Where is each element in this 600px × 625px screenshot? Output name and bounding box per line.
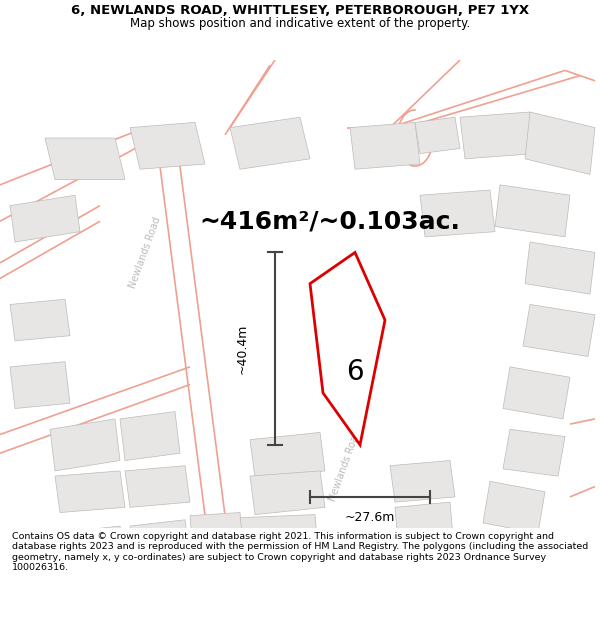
Polygon shape xyxy=(523,304,595,356)
Polygon shape xyxy=(495,185,570,237)
Polygon shape xyxy=(420,190,495,237)
Polygon shape xyxy=(250,432,325,478)
Polygon shape xyxy=(125,466,190,508)
Polygon shape xyxy=(310,253,385,445)
Text: Newlands Road: Newlands Road xyxy=(127,216,163,289)
Text: Contains OS data © Crown copyright and database right 2021. This information is : Contains OS data © Crown copyright and d… xyxy=(12,532,588,572)
Text: 6: 6 xyxy=(346,358,364,386)
Text: ~40.4m: ~40.4m xyxy=(235,324,248,374)
Polygon shape xyxy=(395,502,453,542)
Polygon shape xyxy=(45,138,125,179)
Text: Newlands Road: Newlands Road xyxy=(328,429,362,503)
Polygon shape xyxy=(415,118,460,154)
Polygon shape xyxy=(483,481,545,533)
Polygon shape xyxy=(55,526,125,575)
Polygon shape xyxy=(130,122,205,169)
Text: ~416m²/~0.103ac.: ~416m²/~0.103ac. xyxy=(200,209,460,233)
Text: ~27.6m: ~27.6m xyxy=(345,511,395,524)
Text: 6, NEWLANDS ROAD, WHITTLESEY, PETERBOROUGH, PE7 1YX: 6, NEWLANDS ROAD, WHITTLESEY, PETERBOROU… xyxy=(71,4,529,18)
Polygon shape xyxy=(50,419,120,471)
Polygon shape xyxy=(190,512,243,550)
Polygon shape xyxy=(120,412,180,461)
Polygon shape xyxy=(390,461,455,502)
Polygon shape xyxy=(10,195,80,242)
Polygon shape xyxy=(525,242,595,294)
Polygon shape xyxy=(350,122,420,169)
Polygon shape xyxy=(503,367,570,419)
Polygon shape xyxy=(10,362,70,409)
Polygon shape xyxy=(55,471,125,512)
Polygon shape xyxy=(525,112,595,174)
Polygon shape xyxy=(503,429,565,476)
Polygon shape xyxy=(230,118,310,169)
Polygon shape xyxy=(130,520,190,567)
Polygon shape xyxy=(240,514,318,552)
Polygon shape xyxy=(460,112,535,159)
Polygon shape xyxy=(10,299,70,341)
Text: Map shows position and indicative extent of the property.: Map shows position and indicative extent… xyxy=(130,17,470,30)
Polygon shape xyxy=(483,533,540,575)
Polygon shape xyxy=(250,471,325,514)
